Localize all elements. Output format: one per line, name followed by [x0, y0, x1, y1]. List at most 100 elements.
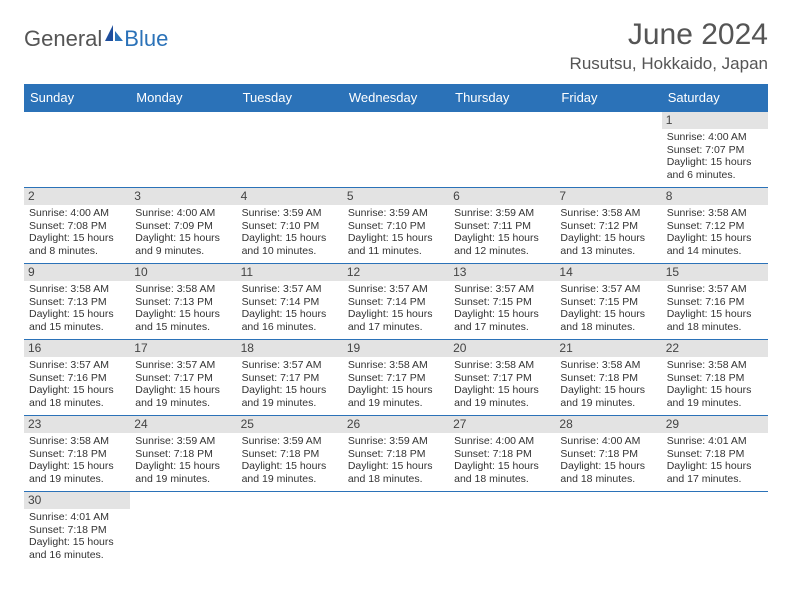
daylight-text: Daylight: 15 hours	[667, 232, 763, 245]
sunrise-text: Sunrise: 3:58 AM	[560, 207, 656, 220]
daylight-text: Daylight: 15 hours	[29, 308, 125, 321]
calendar-cell: 11Sunrise: 3:57 AMSunset: 7:14 PMDayligh…	[237, 264, 343, 340]
daylight-text: and 19 minutes.	[135, 473, 231, 486]
weekday-header: Saturday	[662, 84, 768, 112]
sunset-text: Sunset: 7:18 PM	[135, 448, 231, 461]
daylight-text: and 18 minutes.	[667, 321, 763, 334]
calendar-cell: 28Sunrise: 4:00 AMSunset: 7:18 PMDayligh…	[555, 416, 661, 492]
daylight-text: Daylight: 15 hours	[242, 384, 338, 397]
daylight-text: Daylight: 15 hours	[29, 384, 125, 397]
calendar-cell: 9Sunrise: 3:58 AMSunset: 7:13 PMDaylight…	[24, 264, 130, 340]
calendar-cell: 17Sunrise: 3:57 AMSunset: 7:17 PMDayligh…	[130, 340, 236, 416]
daylight-text: and 19 minutes.	[667, 397, 763, 410]
sunset-text: Sunset: 7:11 PM	[454, 220, 550, 233]
daylight-text: and 15 minutes.	[29, 321, 125, 334]
daylight-text: and 19 minutes.	[29, 473, 125, 486]
sunrise-text: Sunrise: 3:58 AM	[560, 359, 656, 372]
sunset-text: Sunset: 7:18 PM	[29, 448, 125, 461]
calendar-row: 2Sunrise: 4:00 AMSunset: 7:08 PMDaylight…	[24, 188, 768, 264]
sunset-text: Sunset: 7:09 PM	[135, 220, 231, 233]
sunset-text: Sunset: 7:18 PM	[560, 448, 656, 461]
sunset-text: Sunset: 7:18 PM	[348, 448, 444, 461]
calendar-cell: 25Sunrise: 3:59 AMSunset: 7:18 PMDayligh…	[237, 416, 343, 492]
location: Rusutsu, Hokkaido, Japan	[570, 54, 768, 74]
sunrise-text: Sunrise: 4:01 AM	[667, 435, 763, 448]
calendar-cell: 6Sunrise: 3:59 AMSunset: 7:11 PMDaylight…	[449, 188, 555, 264]
day-number: 13	[449, 264, 555, 281]
day-number: 29	[662, 416, 768, 433]
calendar-cell: 16Sunrise: 3:57 AMSunset: 7:16 PMDayligh…	[24, 340, 130, 416]
weekday-header: Friday	[555, 84, 661, 112]
calendar-body: 1Sunrise: 4:00 AMSunset: 7:07 PMDaylight…	[24, 112, 768, 568]
sunset-text: Sunset: 7:18 PM	[454, 448, 550, 461]
sunrise-text: Sunrise: 3:59 AM	[348, 435, 444, 448]
sunset-text: Sunset: 7:17 PM	[454, 372, 550, 385]
calendar-cell: 3Sunrise: 4:00 AMSunset: 7:09 PMDaylight…	[130, 188, 236, 264]
sunrise-text: Sunrise: 3:57 AM	[242, 359, 338, 372]
calendar-cell	[237, 492, 343, 568]
daylight-text: and 17 minutes.	[348, 321, 444, 334]
sunset-text: Sunset: 7:16 PM	[29, 372, 125, 385]
day-number: 27	[449, 416, 555, 433]
daylight-text: and 18 minutes.	[29, 397, 125, 410]
sunset-text: Sunset: 7:18 PM	[29, 524, 125, 537]
calendar-cell: 1Sunrise: 4:00 AMSunset: 7:07 PMDaylight…	[662, 112, 768, 188]
calendar-cell: 24Sunrise: 3:59 AMSunset: 7:18 PMDayligh…	[130, 416, 236, 492]
daylight-text: Daylight: 15 hours	[560, 460, 656, 473]
calendar-cell	[555, 492, 661, 568]
sunset-text: Sunset: 7:16 PM	[667, 296, 763, 309]
daylight-text: Daylight: 15 hours	[454, 460, 550, 473]
sunrise-text: Sunrise: 4:01 AM	[29, 511, 125, 524]
daylight-text: and 11 minutes.	[348, 245, 444, 258]
day-number: 25	[237, 416, 343, 433]
day-number: 1	[662, 112, 768, 129]
sunrise-text: Sunrise: 3:57 AM	[135, 359, 231, 372]
daylight-text: Daylight: 15 hours	[348, 308, 444, 321]
calendar-cell: 30Sunrise: 4:01 AMSunset: 7:18 PMDayligh…	[24, 492, 130, 568]
daylight-text: and 19 minutes.	[242, 473, 338, 486]
sunset-text: Sunset: 7:12 PM	[560, 220, 656, 233]
sunrise-text: Sunrise: 3:58 AM	[667, 359, 763, 372]
sunset-text: Sunset: 7:18 PM	[667, 448, 763, 461]
sunset-text: Sunset: 7:18 PM	[242, 448, 338, 461]
day-number: 28	[555, 416, 661, 433]
sunset-text: Sunset: 7:17 PM	[242, 372, 338, 385]
daylight-text: Daylight: 15 hours	[560, 232, 656, 245]
sunrise-text: Sunrise: 3:59 AM	[242, 207, 338, 220]
daylight-text: Daylight: 15 hours	[667, 308, 763, 321]
day-number: 17	[130, 340, 236, 357]
sunset-text: Sunset: 7:15 PM	[454, 296, 550, 309]
calendar-cell	[555, 112, 661, 188]
day-number: 3	[130, 188, 236, 205]
daylight-text: Daylight: 15 hours	[135, 232, 231, 245]
daylight-text: Daylight: 15 hours	[242, 460, 338, 473]
day-number: 11	[237, 264, 343, 281]
daylight-text: Daylight: 15 hours	[29, 536, 125, 549]
calendar-cell: 19Sunrise: 3:58 AMSunset: 7:17 PMDayligh…	[343, 340, 449, 416]
calendar-cell: 22Sunrise: 3:58 AMSunset: 7:18 PMDayligh…	[662, 340, 768, 416]
title-block: June 2024 Rusutsu, Hokkaido, Japan	[570, 18, 768, 74]
calendar-row: 16Sunrise: 3:57 AMSunset: 7:16 PMDayligh…	[24, 340, 768, 416]
daylight-text: Daylight: 15 hours	[348, 232, 444, 245]
daylight-text: Daylight: 15 hours	[454, 308, 550, 321]
calendar-cell: 8Sunrise: 3:58 AMSunset: 7:12 PMDaylight…	[662, 188, 768, 264]
daylight-text: Daylight: 15 hours	[135, 384, 231, 397]
calendar-cell: 10Sunrise: 3:58 AMSunset: 7:13 PMDayligh…	[130, 264, 236, 340]
sunrise-text: Sunrise: 3:59 AM	[454, 207, 550, 220]
sunrise-text: Sunrise: 3:57 AM	[242, 283, 338, 296]
day-number: 15	[662, 264, 768, 281]
daylight-text: and 19 minutes.	[454, 397, 550, 410]
logo-text-general: General	[24, 26, 102, 52]
sunrise-text: Sunrise: 3:57 AM	[560, 283, 656, 296]
daylight-text: and 15 minutes.	[135, 321, 231, 334]
sunset-text: Sunset: 7:15 PM	[560, 296, 656, 309]
sunset-text: Sunset: 7:07 PM	[667, 144, 763, 157]
sunset-text: Sunset: 7:18 PM	[560, 372, 656, 385]
sunrise-text: Sunrise: 3:57 AM	[29, 359, 125, 372]
weekday-header: Sunday	[24, 84, 130, 112]
daylight-text: Daylight: 15 hours	[560, 308, 656, 321]
sunset-text: Sunset: 7:17 PM	[348, 372, 444, 385]
calendar-table: Sunday Monday Tuesday Wednesday Thursday…	[24, 84, 768, 568]
daylight-text: Daylight: 15 hours	[29, 232, 125, 245]
day-number: 26	[343, 416, 449, 433]
